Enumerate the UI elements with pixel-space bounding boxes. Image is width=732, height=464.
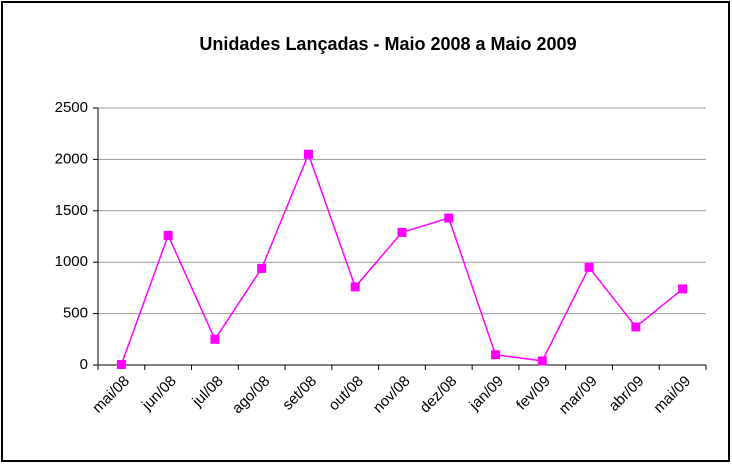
y-tick-label: 2500 — [55, 99, 88, 116]
marker — [257, 263, 267, 273]
marker — [678, 284, 688, 294]
marker — [491, 350, 501, 360]
y-tick-label: 1000 — [55, 253, 88, 270]
chart-title: Unidades Lançadas - Maio 2008 a Maio 200… — [199, 34, 576, 54]
marker — [163, 230, 173, 240]
marker — [116, 359, 126, 369]
marker — [303, 149, 313, 159]
marker — [350, 282, 360, 292]
y-tick-label: 1500 — [55, 202, 88, 219]
marker — [631, 322, 641, 332]
y-tick-label: 2000 — [55, 150, 88, 167]
marker — [584, 262, 594, 272]
marker — [537, 356, 547, 366]
marker — [210, 334, 220, 344]
marker — [444, 213, 454, 223]
y-tick-label: 0 — [80, 356, 88, 373]
marker — [397, 227, 407, 237]
y-tick-label: 500 — [63, 305, 88, 322]
